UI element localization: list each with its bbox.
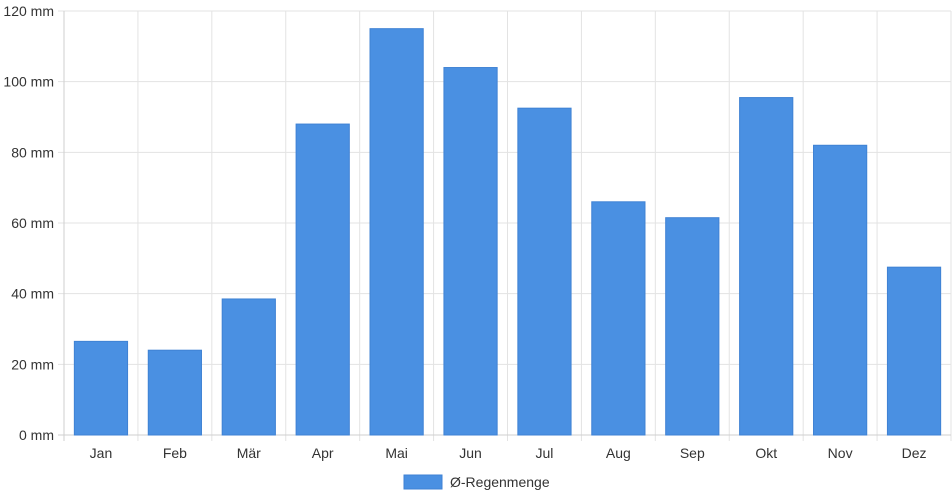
x-tick-label: Sep [680,445,705,461]
bar-okt[interactable] [739,97,794,436]
bar-nov[interactable] [813,144,868,436]
y-tick-label: 60 mm [11,215,54,231]
bar-dez[interactable] [886,266,942,436]
bar-jul[interactable] [517,107,572,436]
x-tick-label: Dez [902,445,927,461]
legend-swatch[interactable] [403,474,443,490]
bar-feb[interactable] [147,349,202,436]
bar-sep[interactable] [665,217,720,436]
y-tick-label: 20 mm [11,356,54,372]
bar-apr[interactable] [295,123,350,436]
x-tick-label: Jan [90,445,113,461]
x-tick-label: Mai [385,445,408,461]
bar-jan[interactable] [73,340,129,436]
y-tick-label: 80 mm [11,144,54,160]
bar-mär[interactable] [221,298,276,436]
x-tick-label: Okt [755,445,777,461]
grid-lines [58,10,952,441]
x-tick-label: Apr [312,445,334,461]
x-tick-label: Feb [163,445,187,461]
legend[interactable]: Ø-Regenmenge [403,474,550,490]
x-tick-label: Jul [536,445,554,461]
bar-jun[interactable] [443,67,498,436]
legend-label[interactable]: Ø-Regenmenge [450,474,550,490]
x-axis: Jan Feb Mär Apr Mai Jun Jul Aug Sep Okt Nov Dez [90,445,927,461]
y-tick-label: 100 mm [3,74,54,90]
bar-aug[interactable] [591,201,646,436]
bar-mai[interactable] [369,28,424,436]
x-tick-label: Jun [459,445,482,461]
bar-series [73,28,942,436]
y-tick-label: 40 mm [11,286,54,302]
y-tick-label: 0 mm [19,427,54,443]
x-tick-label: Nov [828,445,853,461]
y-tick-label: 120 mm [3,3,54,19]
x-tick-label: Aug [606,445,631,461]
y-axis: 0 mm 20 mm 40 mm 60 mm 80 mm 100 mm 120 mm [3,3,54,443]
x-tick-label: Mär [237,445,261,461]
